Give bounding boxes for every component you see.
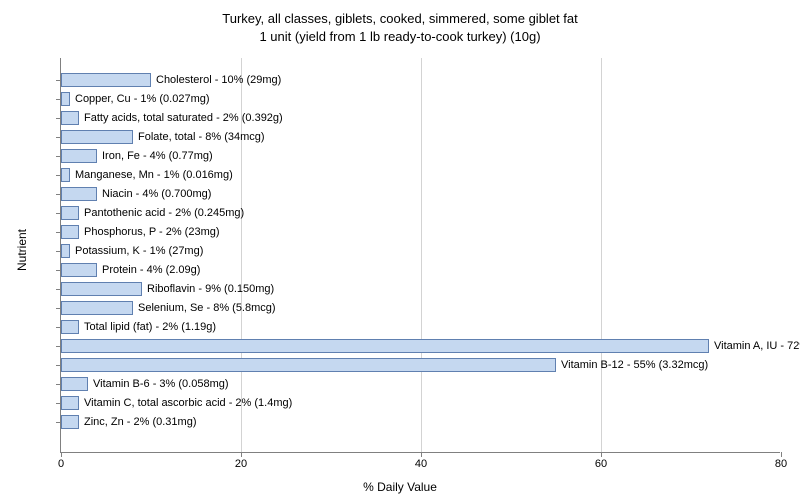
- nutrient-bar-label: Niacin - 4% (0.700mg): [102, 188, 211, 200]
- nutrient-bar: Vitamin B-6 - 3% (0.058mg): [61, 377, 88, 391]
- nutrient-bar: Niacin - 4% (0.700mg): [61, 187, 97, 201]
- x-tick-mark: [601, 452, 602, 457]
- nutrient-bar: Zinc, Zn - 2% (0.31mg): [61, 415, 79, 429]
- nutrient-bar-label: Riboflavin - 9% (0.150mg): [147, 283, 274, 295]
- x-tick-label: 40: [415, 458, 427, 470]
- nutrient-bar-label: Vitamin B-12 - 55% (3.32mcg): [561, 359, 708, 371]
- nutrient-bar: Manganese, Mn - 1% (0.016mg): [61, 168, 70, 182]
- nutrient-bar: Vitamin B-12 - 55% (3.32mcg): [61, 358, 556, 372]
- x-tick-mark: [421, 452, 422, 457]
- nutrient-bar-label: Folate, total - 8% (34mcg): [138, 131, 265, 143]
- nutrient-bar-label: Potassium, K - 1% (27mg): [75, 245, 203, 257]
- nutrient-bar-label: Copper, Cu - 1% (0.027mg): [75, 93, 210, 105]
- nutrient-bar: Copper, Cu - 1% (0.027mg): [61, 92, 70, 106]
- nutrient-bar: Iron, Fe - 4% (0.77mg): [61, 149, 97, 163]
- nutrient-bar: Potassium, K - 1% (27mg): [61, 244, 70, 258]
- gridline: [421, 58, 422, 452]
- nutrient-bar-label: Iron, Fe - 4% (0.77mg): [102, 150, 213, 162]
- x-tick-mark: [781, 452, 782, 457]
- nutrient-bar: Vitamin C, total ascorbic acid - 2% (1.4…: [61, 396, 79, 410]
- nutrient-bar: Folate, total - 8% (34mcg): [61, 130, 133, 144]
- nutrient-bar-label: Manganese, Mn - 1% (0.016mg): [75, 169, 233, 181]
- nutrient-bar: Protein - 4% (2.09g): [61, 263, 97, 277]
- nutrient-bar-label: Cholesterol - 10% (29mg): [156, 74, 281, 86]
- nutrient-chart: Turkey, all classes, giblets, cooked, si…: [0, 0, 800, 500]
- x-tick-label: 20: [235, 458, 247, 470]
- nutrient-bar: Vitamin A, IU - 72% (3579IU): [61, 339, 709, 353]
- nutrient-bar: Selenium, Se - 8% (5.8mcg): [61, 301, 133, 315]
- chart-title-line1: Turkey, all classes, giblets, cooked, si…: [222, 11, 577, 26]
- nutrient-bar-label: Pantothenic acid - 2% (0.245mg): [84, 207, 244, 219]
- nutrient-bar-label: Total lipid (fat) - 2% (1.19g): [84, 321, 216, 333]
- nutrient-bar-label: Vitamin B-6 - 3% (0.058mg): [93, 378, 229, 390]
- x-tick-label: 80: [775, 458, 787, 470]
- nutrient-bar: Total lipid (fat) - 2% (1.19g): [61, 320, 79, 334]
- nutrient-bar-label: Vitamin A, IU - 72% (3579IU): [714, 340, 800, 352]
- gridline: [601, 58, 602, 452]
- nutrient-bar: Fatty acids, total saturated - 2% (0.392…: [61, 111, 79, 125]
- nutrient-bar-label: Fatty acids, total saturated - 2% (0.392…: [84, 112, 283, 124]
- nutrient-bar: Riboflavin - 9% (0.150mg): [61, 282, 142, 296]
- nutrient-bar-label: Protein - 4% (2.09g): [102, 264, 200, 276]
- nutrient-bar: Pantothenic acid - 2% (0.245mg): [61, 206, 79, 220]
- chart-title: Turkey, all classes, giblets, cooked, si…: [0, 10, 800, 45]
- chart-title-line2: 1 unit (yield from 1 lb ready-to-cook tu…: [259, 29, 540, 44]
- nutrient-bar: Phosphorus, P - 2% (23mg): [61, 225, 79, 239]
- nutrient-bar-label: Vitamin C, total ascorbic acid - 2% (1.4…: [84, 397, 292, 409]
- x-tick-label: 0: [58, 458, 64, 470]
- nutrient-bar-label: Phosphorus, P - 2% (23mg): [84, 226, 220, 238]
- nutrient-bar-label: Selenium, Se - 8% (5.8mcg): [138, 302, 276, 314]
- x-tick-label: 60: [595, 458, 607, 470]
- x-tick-mark: [61, 452, 62, 457]
- x-axis-label: % Daily Value: [0, 480, 800, 494]
- nutrient-bar-label: Zinc, Zn - 2% (0.31mg): [84, 416, 196, 428]
- x-tick-mark: [241, 452, 242, 457]
- plot-area: 020406080Cholesterol - 10% (29mg)Copper,…: [60, 58, 780, 453]
- nutrient-bar: Cholesterol - 10% (29mg): [61, 73, 151, 87]
- y-axis-label: Nutrient: [15, 229, 29, 271]
